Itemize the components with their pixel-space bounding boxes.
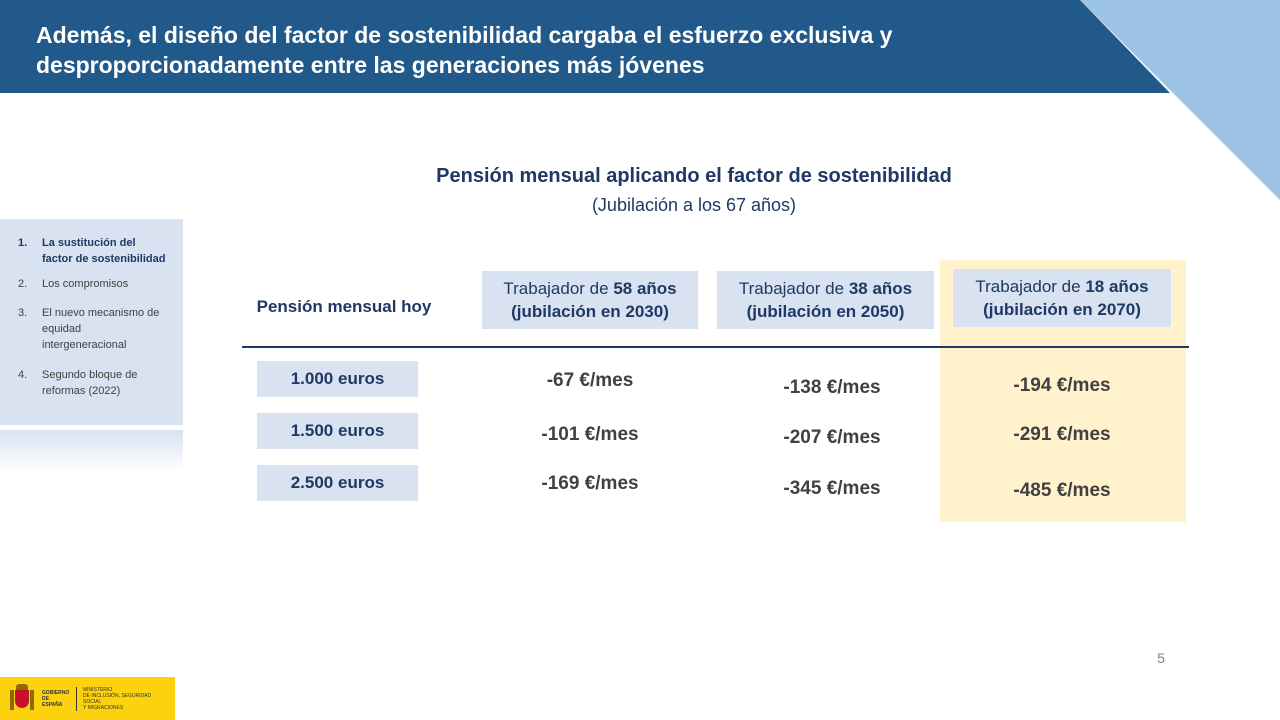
column-header-age: 38 años <box>848 279 913 298</box>
row-label-2500: 2.500 euros <box>257 465 418 501</box>
sidebar-item-number: 3. <box>18 307 28 319</box>
table-cell: -485 €/mes <box>1013 480 1111 501</box>
slide-title: Además, el diseño del factor de sostenib… <box>36 22 893 78</box>
column-header-18: Trabajador de 18 años (jubilación en 207… <box>953 269 1171 327</box>
sidebar-nav <box>0 219 183 425</box>
column-header-prefix: Trabajador de <box>975 277 1086 296</box>
table-cell: -207 €/mes <box>783 427 881 448</box>
row-header-label: Pensión mensual hoy <box>256 297 432 316</box>
government-logo: GOBIERNO DE ESPAÑA MINISTERIO DE INCLUSI… <box>0 677 175 720</box>
sidebar-item-number: 2. <box>18 278 28 290</box>
sidebar-item-number: 4. <box>18 369 28 381</box>
sidebar-fade <box>0 430 183 472</box>
header-bar <box>0 0 1170 93</box>
table-subtitle: (Jubilación a los 67 años) <box>591 195 797 215</box>
sidebar-item-label: Los compromisos <box>42 278 129 290</box>
column-header-38: Trabajador de 38 años (jubilación en 205… <box>717 271 934 329</box>
logo-separator <box>76 686 77 711</box>
sidebar-item-mecanismo[interactable]: 3. El nuevo mecanismo de equidad interge… <box>0 305 183 353</box>
column-header-retirement: (jubilación en 2050) <box>746 302 905 321</box>
column-header-age: 18 años <box>1085 277 1149 296</box>
column-header-prefix: Trabajador de <box>503 279 614 298</box>
sidebar-item-sustitucion[interactable]: 1. La sustitución del factor de sostenib… <box>0 235 183 267</box>
coat-of-arms-icon <box>10 683 34 714</box>
sidebar-item-number: 1. <box>18 237 28 249</box>
table-cell: -67 €/mes <box>546 370 634 391</box>
table-title: Pensión mensual aplicando el factor de s… <box>436 165 952 187</box>
column-header-age: 58 años <box>613 279 677 298</box>
table-cell: -101 €/mes <box>541 424 639 445</box>
table-cell: -169 €/mes <box>541 473 639 494</box>
table-cell: -138 €/mes <box>783 377 881 398</box>
logo-ministry-text: MINISTERIO DE INCLUSIÓN, SEGURIDAD SOCIA… <box>83 686 152 711</box>
table-cell: -291 €/mes <box>1013 424 1111 445</box>
row-label-1500: 1.500 euros <box>257 413 418 449</box>
column-header-prefix: Trabajador de <box>738 279 849 298</box>
column-header-retirement: (jubilación en 2030) <box>511 302 669 321</box>
sidebar-item-label: Segundo bloque de reformas (2022) <box>42 369 138 397</box>
table-cell: -345 €/mes <box>783 478 881 499</box>
header-divider <box>242 346 1189 348</box>
column-header-58: Trabajador de 58 años (jubilación en 203… <box>482 271 698 329</box>
page-number: 5 <box>1157 650 1165 666</box>
sidebar-item-label: La sustitución del factor de sostenibili… <box>42 237 166 265</box>
sidebar-item-label: El nuevo mecanismo de equidad intergener… <box>42 307 160 351</box>
sidebar-item-compromisos[interactable]: 2. Los compromisos <box>0 276 183 292</box>
table-cell: -194 €/mes <box>1013 375 1111 396</box>
logo-government-text: GOBIERNO DE ESPAÑA <box>42 689 70 708</box>
row-label-1000: 1.000 euros <box>257 361 418 397</box>
column-header-retirement: (jubilación en 2070) <box>983 300 1141 319</box>
sidebar-item-segundo-bloque[interactable]: 4. Segundo bloque de reformas (2022) <box>0 367 183 399</box>
